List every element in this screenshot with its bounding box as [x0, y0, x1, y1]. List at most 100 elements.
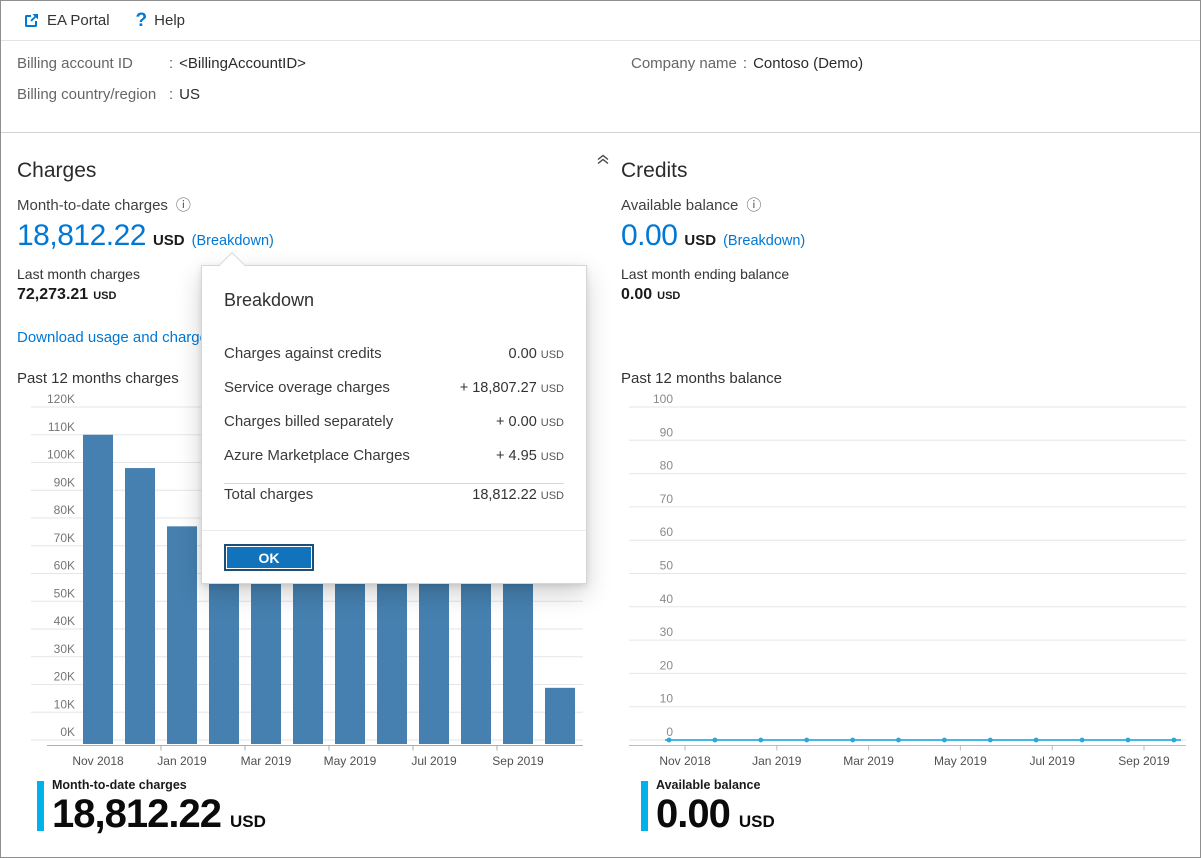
svg-text:50: 50 — [660, 559, 674, 573]
svg-text:70: 70 — [660, 492, 674, 506]
row-currency: USD — [541, 451, 564, 463]
available-balance-value-row: 0.00 USD (Breakdown) — [621, 219, 805, 253]
svg-text:110K: 110K — [48, 420, 75, 434]
svg-text:20K: 20K — [54, 670, 75, 684]
help-icon: ? — [136, 11, 148, 30]
svg-text:80K: 80K — [54, 503, 75, 517]
dialog-divider — [224, 483, 564, 484]
summary-currency: USD — [739, 812, 775, 832]
billing-country-region: Billing country/region : US — [17, 86, 200, 103]
company-name-value: Contoso (Demo) — [753, 55, 863, 72]
summary-accent-bar — [641, 781, 648, 831]
company-name-label: Company name — [631, 55, 737, 72]
svg-text:Jul 2019: Jul 2019 — [1030, 754, 1076, 768]
last-month-charges-value: 72,273.21 — [17, 286, 88, 304]
mtd-charges-currency: USD — [153, 232, 185, 249]
svg-text:Jan 2019: Jan 2019 — [157, 754, 207, 768]
download-usage-link[interactable]: Download usage and charges — [17, 329, 215, 346]
svg-text:40: 40 — [660, 592, 674, 606]
collapse-section-button[interactable] — [593, 150, 613, 168]
svg-text:Sep 2019: Sep 2019 — [1118, 754, 1170, 768]
charges-breakdown-link[interactable]: (Breakdown) — [192, 233, 274, 249]
svg-text:Nov 2018: Nov 2018 — [72, 754, 124, 768]
svg-text:10: 10 — [660, 692, 674, 706]
separator: : — [743, 55, 747, 72]
credits-breakdown-link[interactable]: (Breakdown) — [723, 233, 805, 249]
info-icon[interactable]: ⓘ — [176, 198, 191, 213]
summary-accent-bar — [37, 781, 44, 831]
svg-text:80: 80 — [660, 459, 674, 473]
charges-title: Charges — [17, 159, 96, 183]
billing-account-id-label: Billing account ID — [17, 55, 163, 72]
dialog-row: Charges against credits 0.00USD — [224, 345, 564, 379]
separator: : — [169, 86, 173, 103]
row-value: 0.00 — [509, 346, 537, 362]
ea-portal-label: EA Portal — [47, 12, 110, 29]
dialog-row: Service overage charges + 18,807.27 USD — [224, 379, 564, 413]
svg-text:May 2019: May 2019 — [324, 754, 377, 768]
mtd-charges-summary: Month-to-date charges 18,812.22 USD — [37, 778, 266, 837]
ok-button[interactable]: OK — [224, 544, 314, 571]
credits-title: Credits — [621, 159, 688, 183]
billing-account-id: Billing account ID : <BillingAccountID> — [17, 55, 306, 72]
svg-text:20: 20 — [660, 658, 674, 672]
svg-text:120K: 120K — [47, 394, 75, 406]
ea-portal-billing-page: EA Portal ? Help Billing account ID : <B… — [0, 0, 1201, 858]
available-balance-currency: USD — [684, 232, 716, 249]
chevron-double-up-icon — [596, 152, 610, 166]
svg-text:Sep 2019: Sep 2019 — [492, 754, 544, 768]
available-balance-value: 0.00 — [621, 219, 677, 253]
mtd-charges-label-row: Month-to-date charges ⓘ — [17, 197, 191, 214]
row-value: + 18,807.27 — [460, 380, 537, 396]
billing-info-section: Billing account ID : <BillingAccountID> … — [1, 42, 1200, 133]
svg-text:0: 0 — [666, 725, 673, 739]
row-currency: USD — [541, 417, 564, 429]
svg-text:70K: 70K — [54, 531, 75, 545]
svg-text:30K: 30K — [54, 642, 75, 656]
row-value: + 0.00 — [496, 414, 537, 430]
mtd-charges-value-row: 18,812.22 USD (Breakdown) — [17, 219, 274, 253]
summary-label: Month-to-date charges — [52, 778, 266, 792]
company-name: Company name : Contoso (Demo) — [631, 55, 863, 72]
row-value: + 4.95 — [496, 448, 537, 464]
row-currency: USD — [541, 383, 564, 395]
svg-text:Jan 2019: Jan 2019 — [752, 754, 802, 768]
last-month-ending-balance-value-row: 0.00 USD — [621, 286, 680, 304]
billing-country-value: US — [179, 86, 200, 103]
credits-chart-title: Past 12 months balance — [621, 370, 782, 387]
svg-text:90: 90 — [660, 425, 674, 439]
row-label: Charges against credits — [224, 345, 382, 362]
row-label: Service overage charges — [224, 379, 390, 396]
svg-text:May 2019: May 2019 — [934, 754, 987, 768]
row-label: Charges billed separately — [224, 413, 393, 430]
total-label: Total charges — [224, 486, 313, 503]
svg-text:Mar 2019: Mar 2019 — [843, 754, 894, 768]
summary-currency: USD — [230, 812, 266, 832]
dialog-caret — [218, 252, 246, 280]
svg-text:0K: 0K — [60, 725, 75, 739]
last-month-charges-currency: USD — [93, 290, 116, 302]
last-month-ending-balance-value: 0.00 — [621, 286, 652, 304]
svg-text:40K: 40K — [54, 614, 75, 628]
summary-value: 18,812.22 — [52, 792, 221, 837]
last-month-ending-balance-currency: USD — [657, 290, 680, 302]
svg-text:60: 60 — [660, 525, 674, 539]
ea-portal-link[interactable]: EA Portal — [23, 12, 110, 29]
separator: : — [169, 55, 173, 72]
svg-text:60K: 60K — [54, 559, 75, 573]
help-link[interactable]: ? Help — [136, 11, 185, 30]
svg-text:100K: 100K — [47, 448, 75, 462]
last-month-ending-balance-label: Last month ending balance — [621, 266, 789, 282]
dialog-total-row: Total charges 18,812.22USD — [224, 486, 564, 520]
dialog-row: Azure Marketplace Charges + 4.95USD — [224, 447, 564, 481]
top-bar: EA Portal ? Help — [1, 1, 1200, 41]
svg-text:50K: 50K — [54, 586, 75, 600]
svg-text:Nov 2018: Nov 2018 — [659, 754, 711, 768]
info-icon[interactable]: ⓘ — [746, 198, 761, 213]
dialog-row: Charges billed separately + 0.00 USD — [224, 413, 564, 447]
svg-text:10K: 10K — [54, 697, 75, 711]
external-link-icon — [23, 12, 40, 29]
available-balance-label-row: Available balance ⓘ — [621, 197, 761, 214]
svg-text:Jul 2019: Jul 2019 — [411, 754, 457, 768]
last-month-charges-value-row: 72,273.21 USD — [17, 286, 116, 304]
